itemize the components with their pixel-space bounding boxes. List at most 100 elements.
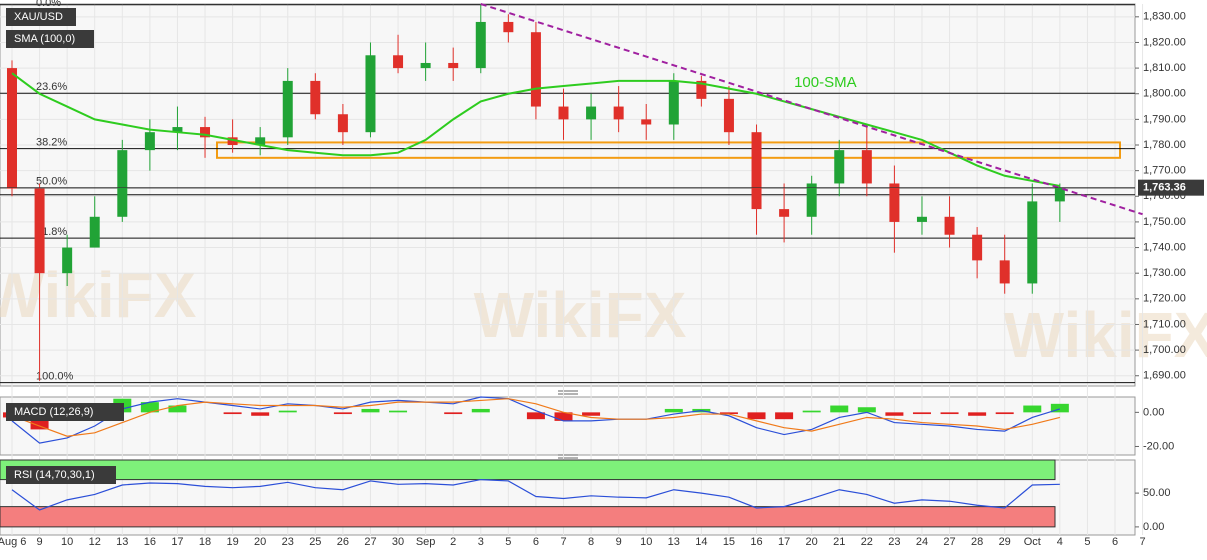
sma-line [11,72,1061,188]
fib-label: 0.0% [36,0,61,9]
x-tick-label: 10 [640,536,652,548]
candle-body [889,183,900,222]
candle-body [420,62,431,69]
x-tick-label: 6 [533,536,539,548]
y-tick-label: 1,830.00 [1143,11,1186,23]
watermark: WikiFX [1004,299,1207,371]
x-tick-label: 28 [971,536,983,548]
x-tick-label: 9 [616,536,622,548]
resize-handle[interactable] [558,454,578,459]
y-tick-label: 0.00 [1143,521,1164,533]
candle-body [89,216,100,248]
candle-body [282,80,293,138]
x-tick-label: 22 [861,536,873,548]
x-tick-label: Sep [416,536,436,548]
candle-body [310,80,321,115]
candle-body [944,216,955,235]
candle-body [723,98,734,133]
y-tick-label: 1,730.00 [1143,267,1186,279]
candle-body [365,55,376,133]
x-tick-label: 3 [478,536,484,548]
x-tick-label: 23 [282,536,294,548]
macd-histogram [1023,405,1042,413]
candle-body [999,260,1010,284]
macd-histogram [278,410,297,413]
watermark: WikiFX [0,259,197,331]
macd-histogram [554,412,573,421]
fib-label: 100.0% [36,371,74,383]
y-tick-label: 1,720.00 [1143,293,1186,305]
macd-histogram [940,412,959,415]
candle-body [448,62,459,69]
candle-body [861,150,872,184]
x-tick-label: 27 [364,536,376,548]
sma-annotation: 100-SMA [794,74,857,91]
x-tick-label: 25 [309,536,321,548]
resize-handle[interactable] [558,390,578,395]
x-tick-label: 18 [199,536,211,548]
candle-body [613,106,624,120]
x-tick-label: 6 [1112,536,1118,548]
x-tick-label: 8 [588,536,594,548]
x-tick-label: 4 [1057,536,1063,548]
legend-label: SMA (100,0) [14,33,75,45]
last-price-label: 1,763.36 [1143,182,1186,194]
fib-label: 50.0% [36,176,67,188]
x-tick-label: 26 [337,536,349,548]
y-tick-label: 1,690.00 [1143,370,1186,382]
macd-histogram [223,412,242,415]
x-tick-label: 9 [37,536,43,548]
x-tick-label: 12 [89,536,101,548]
x-tick-label: 7 [560,536,566,548]
x-tick-label: Oct [1024,536,1041,548]
macd-histogram [802,410,821,413]
macd-histogram [719,412,738,415]
macd-histogram [251,412,270,416]
y-tick-label: 1,820.00 [1143,36,1186,48]
candle-body [1054,187,1065,202]
panel-title: RSI (14,70,30,1) [14,469,95,481]
fib-label: 38.2% [36,137,67,149]
legend-box [6,8,76,26]
y-tick-label: 1,740.00 [1143,241,1186,253]
macd-histogram [857,407,876,413]
candle-body [916,216,927,222]
legend-label: XAU/USD [14,11,63,23]
macd-histogram [747,412,766,420]
y-tick-label: 1,700.00 [1143,344,1186,356]
candle-body [144,132,155,151]
x-tick-label: 7 [1140,536,1146,548]
zone [216,141,1121,159]
candle-body [972,234,983,261]
legend-box [6,466,116,484]
last-price-tag [1138,179,1204,196]
candle-body [696,80,707,99]
x-tick-label: 13 [668,536,680,548]
watermark: WikiFX [474,279,687,351]
macd-histogram [912,412,931,415]
candle-body [834,150,845,184]
macd-histogram [775,412,794,420]
x-tick-label: 2 [450,536,456,548]
macd-histogram [968,412,987,416]
candle-body [668,80,679,125]
x-tick-label: 16 [750,536,762,548]
candle-body [558,106,569,120]
x-tick-label: 19 [226,536,238,548]
candle-body [227,137,238,146]
macd-histogram [885,412,904,416]
overbought-band [0,459,1056,481]
legend-box [6,403,124,421]
panel-title: MACD (12,26,9) [14,406,93,418]
y-tick-label: 1,750.00 [1143,216,1186,228]
x-tick-label: 17 [778,536,790,548]
macd-histogram [471,408,490,413]
oversold-band [0,506,1056,528]
candle-body [117,150,128,217]
candle-body [751,132,762,210]
candle-body [503,21,514,33]
macd-histogram [389,410,408,413]
y-tick-label: 0.00 [1143,406,1164,418]
macd-histogram [444,412,463,415]
